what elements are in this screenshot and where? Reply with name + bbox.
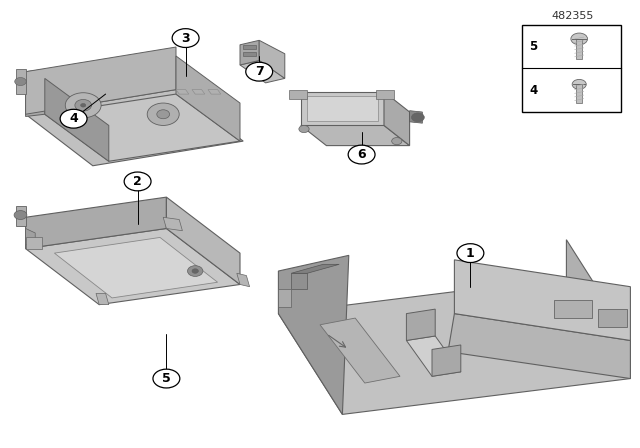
Polygon shape bbox=[26, 76, 38, 114]
Circle shape bbox=[14, 211, 27, 220]
Bar bbox=[554, 300, 592, 318]
Polygon shape bbox=[176, 90, 189, 94]
Polygon shape bbox=[240, 60, 285, 83]
Polygon shape bbox=[278, 255, 349, 414]
Text: 5: 5 bbox=[529, 40, 537, 53]
Bar bbox=[522, 25, 621, 112]
Bar bbox=[598, 309, 627, 327]
Text: 3: 3 bbox=[181, 31, 190, 45]
Circle shape bbox=[192, 269, 198, 273]
Polygon shape bbox=[278, 289, 291, 307]
Polygon shape bbox=[45, 78, 109, 161]
Polygon shape bbox=[163, 217, 182, 231]
Circle shape bbox=[412, 113, 424, 122]
Polygon shape bbox=[243, 45, 256, 49]
Polygon shape bbox=[26, 228, 240, 305]
Text: 1: 1 bbox=[466, 246, 475, 260]
Polygon shape bbox=[259, 40, 285, 78]
Circle shape bbox=[348, 145, 375, 164]
Polygon shape bbox=[291, 264, 339, 273]
Text: 6: 6 bbox=[357, 148, 366, 161]
Polygon shape bbox=[208, 90, 221, 94]
Circle shape bbox=[246, 62, 273, 81]
Circle shape bbox=[60, 109, 87, 128]
Polygon shape bbox=[237, 273, 250, 287]
Bar bbox=[576, 39, 582, 59]
Text: 7: 7 bbox=[255, 65, 264, 78]
Circle shape bbox=[572, 79, 586, 89]
Circle shape bbox=[124, 172, 151, 191]
Circle shape bbox=[571, 33, 588, 45]
Polygon shape bbox=[54, 237, 218, 298]
Polygon shape bbox=[16, 69, 26, 94]
Circle shape bbox=[157, 110, 170, 119]
Polygon shape bbox=[45, 94, 240, 161]
Circle shape bbox=[75, 99, 92, 111]
Polygon shape bbox=[448, 314, 630, 379]
Circle shape bbox=[392, 138, 402, 145]
Polygon shape bbox=[278, 278, 630, 414]
Bar bbox=[576, 84, 582, 103]
Polygon shape bbox=[454, 260, 630, 340]
Polygon shape bbox=[26, 228, 35, 249]
Polygon shape bbox=[192, 90, 205, 94]
Polygon shape bbox=[26, 237, 42, 249]
Circle shape bbox=[457, 244, 484, 263]
Text: 2: 2 bbox=[133, 175, 142, 188]
Bar bbox=[307, 96, 378, 121]
Text: 4: 4 bbox=[529, 84, 537, 97]
Circle shape bbox=[15, 78, 26, 86]
Circle shape bbox=[147, 103, 179, 125]
Bar bbox=[376, 90, 394, 99]
Circle shape bbox=[153, 369, 180, 388]
Polygon shape bbox=[26, 47, 176, 114]
Polygon shape bbox=[26, 69, 45, 116]
Polygon shape bbox=[320, 318, 400, 383]
Circle shape bbox=[172, 29, 199, 47]
Polygon shape bbox=[96, 293, 109, 305]
Polygon shape bbox=[243, 52, 256, 56]
Text: 5: 5 bbox=[162, 372, 171, 385]
Polygon shape bbox=[301, 125, 410, 146]
Polygon shape bbox=[26, 197, 166, 249]
Polygon shape bbox=[406, 309, 435, 340]
Polygon shape bbox=[566, 240, 630, 379]
Polygon shape bbox=[301, 92, 384, 125]
Text: 482355: 482355 bbox=[552, 11, 594, 21]
Circle shape bbox=[299, 125, 309, 133]
Polygon shape bbox=[26, 90, 243, 166]
Text: 4: 4 bbox=[69, 112, 78, 125]
Polygon shape bbox=[384, 92, 410, 146]
Circle shape bbox=[65, 93, 101, 118]
Polygon shape bbox=[166, 197, 240, 284]
Circle shape bbox=[81, 103, 86, 107]
Polygon shape bbox=[432, 345, 461, 376]
Polygon shape bbox=[176, 56, 240, 141]
Polygon shape bbox=[406, 336, 461, 376]
Polygon shape bbox=[291, 273, 307, 289]
Circle shape bbox=[188, 266, 203, 276]
Polygon shape bbox=[240, 40, 259, 65]
Bar bbox=[289, 90, 307, 99]
Polygon shape bbox=[16, 206, 26, 226]
Polygon shape bbox=[410, 111, 422, 123]
